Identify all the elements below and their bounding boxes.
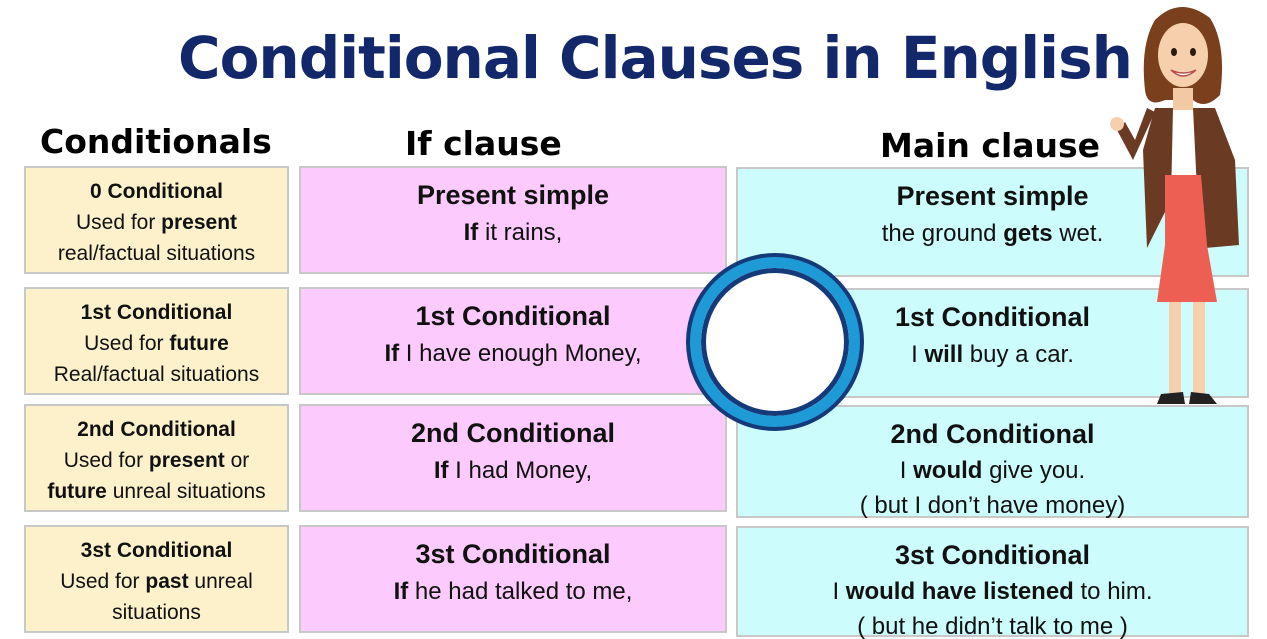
if-clause-example: If I had Money, — [433, 457, 593, 484]
main-clause-title: 1st Conditional — [895, 302, 1090, 332]
if-clause-title: 3st Conditional — [415, 539, 611, 569]
conditional-desc-line1: Used for future — [84, 332, 229, 355]
conditional-desc-line1: Used for present or — [63, 449, 250, 472]
if-clause-cell: 3st Conditional If he had talked to me, — [299, 525, 727, 633]
conditional-title: 0 Conditional — [90, 180, 223, 203]
conditional-cell: 3st Conditional Used for past unreal sit… — [24, 525, 289, 633]
main-clause-title: Present simple — [896, 181, 1089, 211]
page-title: Conditional Clauses in English — [178, 24, 1133, 92]
conditional-cell: 1st Conditional Used for future Real/fac… — [24, 287, 289, 395]
conditional-title: 2nd Conditional — [77, 418, 236, 441]
main-clause-cell: 3st Conditional I would have listened to… — [736, 526, 1249, 639]
main-clause-example: I will buy a car. — [911, 341, 1074, 368]
main-clause-example: I would have listened to him. — [832, 578, 1153, 605]
conditional-desc-line1: Used for past unreal — [60, 570, 253, 593]
main-clause-example: I would give you. — [899, 457, 1086, 484]
header-conditionals: Conditionals — [40, 122, 272, 161]
main-clause-example: the ground gets wet. — [881, 220, 1104, 247]
conditional-cell: 0 Conditional Used for present real/fact… — [24, 166, 289, 274]
conditional-cell: 2nd Conditional Used for present or futu… — [24, 404, 289, 512]
if-clause-cell: 1st Conditional If I have enough Money, — [299, 287, 727, 395]
header-main-clause: Main clause — [880, 126, 1101, 165]
conditional-desc-line2: situations — [112, 601, 201, 624]
conditional-desc-line1: Used for present — [75, 211, 238, 234]
conditional-title: 3st Conditional — [80, 539, 233, 562]
main-clause-note: ( but I don’t have money) — [859, 492, 1126, 519]
if-clause-example: If I have enough Money, — [384, 340, 642, 367]
main-clause-note: ( but he didn’t talk to me ) — [857, 613, 1128, 639]
if-clause-cell: Present simple If it rains, — [299, 166, 727, 274]
teacher-illustration — [1110, 6, 1239, 404]
conditional-desc-line2: future unreal situations — [47, 480, 266, 503]
main-clause-title: 2nd Conditional — [890, 419, 1095, 449]
conditional-desc-line2: real/factual situations — [57, 242, 256, 265]
main-clause-cell: 2nd Conditional I would give you. ( but … — [736, 405, 1249, 519]
if-clause-title: 2nd Conditional — [411, 418, 615, 448]
if-clause-title: 1st Conditional — [415, 301, 611, 331]
header-if-clause: If clause — [405, 124, 562, 163]
if-clause-example: If he had talked to me, — [393, 578, 633, 605]
if-clause-example: If it rains, — [463, 219, 563, 246]
conditional-desc-line2: Real/factual situations — [53, 363, 260, 386]
ring-icon — [690, 257, 860, 427]
conditional-title: 1st Conditional — [80, 301, 233, 324]
if-clause-cell: 2nd Conditional If I had Money, — [299, 404, 727, 512]
if-clause-title: Present simple — [416, 180, 610, 210]
main-clause-title: 3st Conditional — [895, 540, 1090, 570]
